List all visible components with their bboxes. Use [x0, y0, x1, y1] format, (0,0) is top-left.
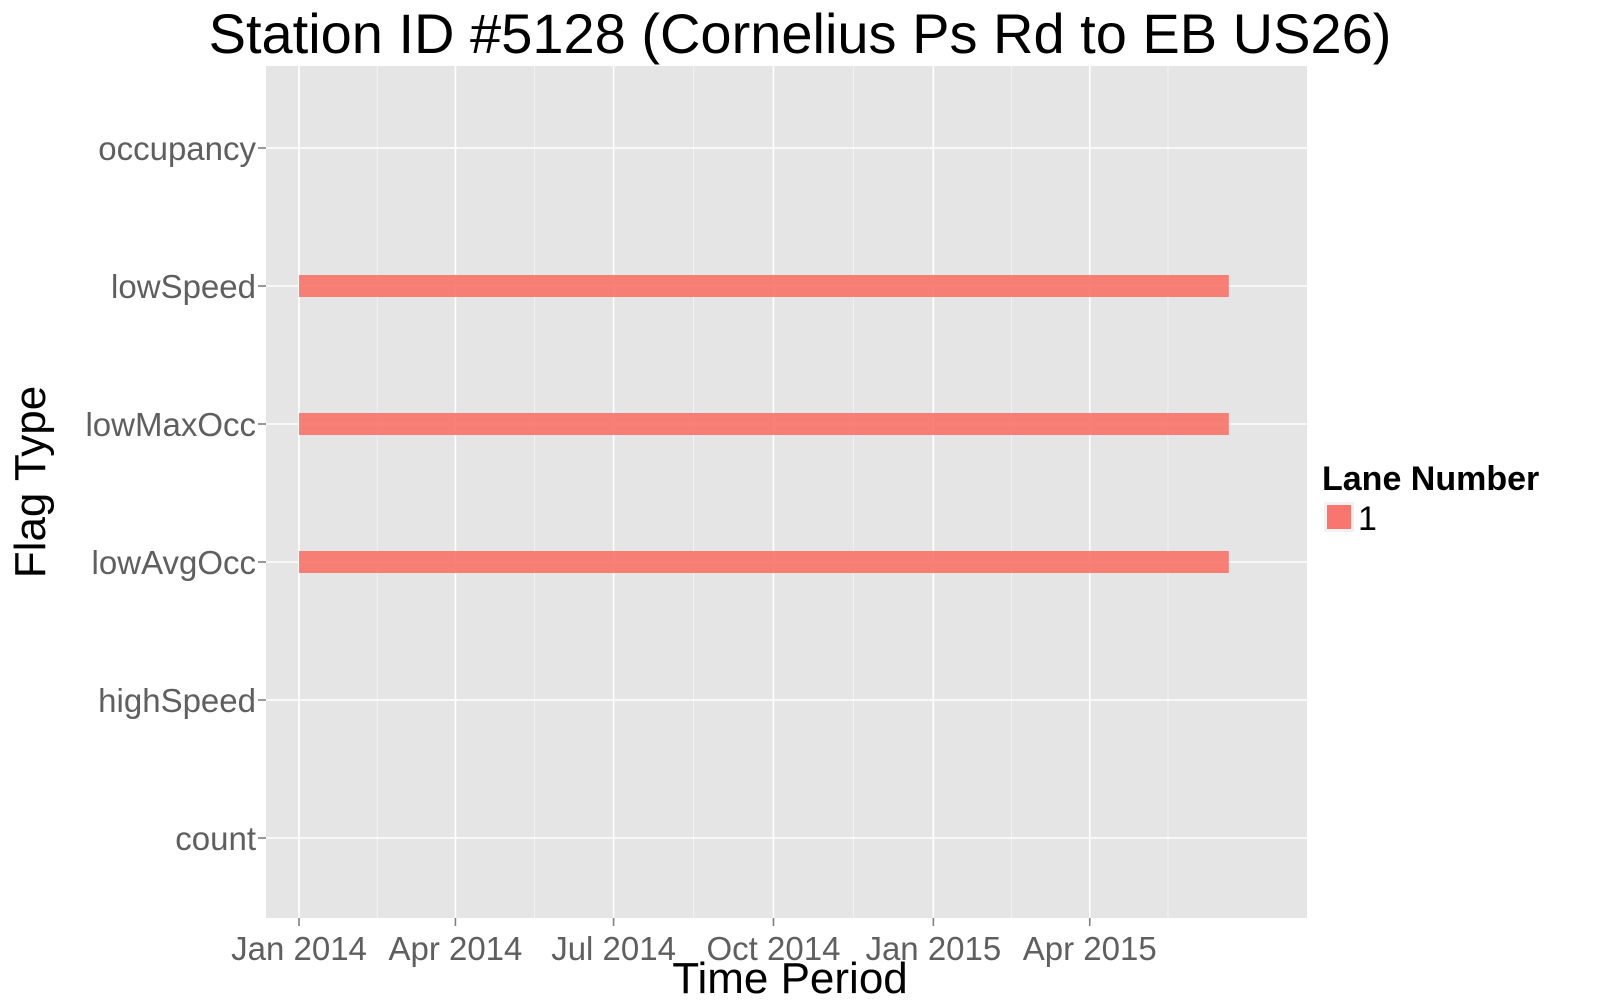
x-tick-label: Apr 2015: [1023, 930, 1157, 967]
x-tick-label: Jan 2015: [865, 930, 1001, 967]
flag-segment-lowMaxOcc: [299, 413, 1229, 435]
legend: Lane Number 1: [1322, 460, 1539, 538]
y-tick-label: occupancy: [98, 130, 256, 167]
y-tick-label: lowAvgOcc: [92, 544, 256, 581]
x-axis: Jan 2014 Apr 2014 Jul 2014 Oct 2014 Jan 2015…: [231, 918, 1157, 967]
flag-segment-lowSpeed: [299, 275, 1229, 297]
y-tick-label: lowMaxOcc: [85, 406, 256, 443]
flag-segment-lowAvgOcc: [299, 551, 1229, 573]
legend-title: Lane Number: [1322, 460, 1539, 498]
x-tick-label: Oct 2014: [707, 930, 841, 967]
x-tick-label: Jan 2014: [231, 930, 367, 967]
x-tick-label: Jul 2014: [551, 930, 676, 967]
y-axis: occupancy lowSpeed lowMaxOcc lowAvgOcc highS…: [85, 130, 266, 857]
x-tick-label: Apr 2014: [388, 930, 522, 967]
plot-panel: [266, 66, 1307, 918]
x-axis-title: Time Period: [672, 954, 908, 1000]
flag-segments: [299, 275, 1229, 573]
chart-title: Station ID #5128 (Cornelius Ps Rd to EB …: [208, 2, 1392, 65]
y-tick-label: highSpeed: [98, 682, 256, 719]
minor-gridlines: [376, 66, 1169, 918]
legend-label: 1: [1358, 500, 1377, 538]
y-tick-label: lowSpeed: [111, 268, 256, 305]
y-tick-label: count: [175, 820, 256, 857]
legend-swatch: [1327, 505, 1351, 529]
y-axis-title: Flag Type: [6, 386, 55, 578]
